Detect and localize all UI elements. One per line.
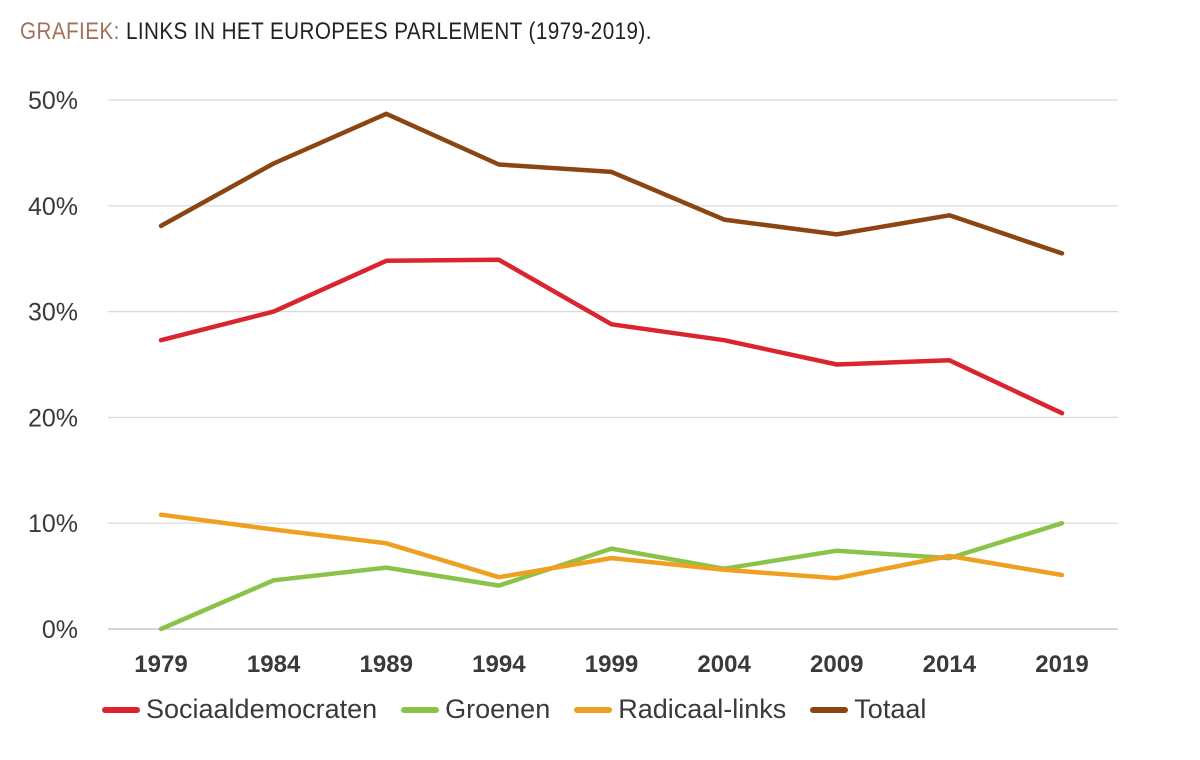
series-line-totaal [158,111,1065,256]
x-tick-label: 1999 [585,651,638,678]
chart-legend: Sociaaldemocraten Groenen Radicaal-links To… [102,694,950,725]
y-tick-label: 20% [28,404,78,432]
chart-title-prefix: GRAFIEK: [20,18,120,45]
line-chart: 0% 10% 20% 30% 40% 50% 1979 1984 1989 1994 1999 200… [28,87,1118,678]
chart-title: GRAFIEK: LINKS IN HET EUROPEES PARLEMENT… [20,18,652,46]
x-tick-label: 1994 [472,651,526,678]
legend-swatch [810,706,849,713]
x-tick-label: 1989 [360,651,413,678]
series-line-sociaaldemocraten [158,257,1065,416]
y-tick-label: 0% [42,616,78,644]
y-tick-label: 50% [28,87,78,115]
legend-item: Sociaaldemocraten [102,694,377,725]
legend-label: Sociaaldemocraten [146,694,378,724]
legend-swatch [102,706,140,713]
x-tick-label: 2004 [697,651,751,678]
legend-label: Radicaal-links [618,694,787,724]
legend-item: Radicaal-links [574,694,786,725]
x-tick-label: 2014 [923,651,977,678]
x-tick-label: 1984 [247,651,301,678]
series-line-radicaal-links [158,512,1065,581]
chart-title-text: LINKS IN HET EUROPEES PARLEMENT (1979-20… [125,18,652,45]
series-line-groenen [158,520,1065,632]
x-tick-label: 1979 [134,651,187,678]
y-tick-label: 40% [28,193,78,221]
legend-item: Groenen [401,694,550,725]
legend-label: Groenen [445,694,551,724]
y-tick-label: 30% [28,299,78,327]
x-tick-label: 2009 [810,651,863,678]
y-tick-label: 10% [28,510,78,538]
legend-label: Totaal [854,694,927,724]
legend-item: Totaal [810,694,926,725]
legend-swatch [401,706,440,713]
x-tick-label: 2019 [1035,651,1088,678]
legend-swatch [574,706,613,713]
